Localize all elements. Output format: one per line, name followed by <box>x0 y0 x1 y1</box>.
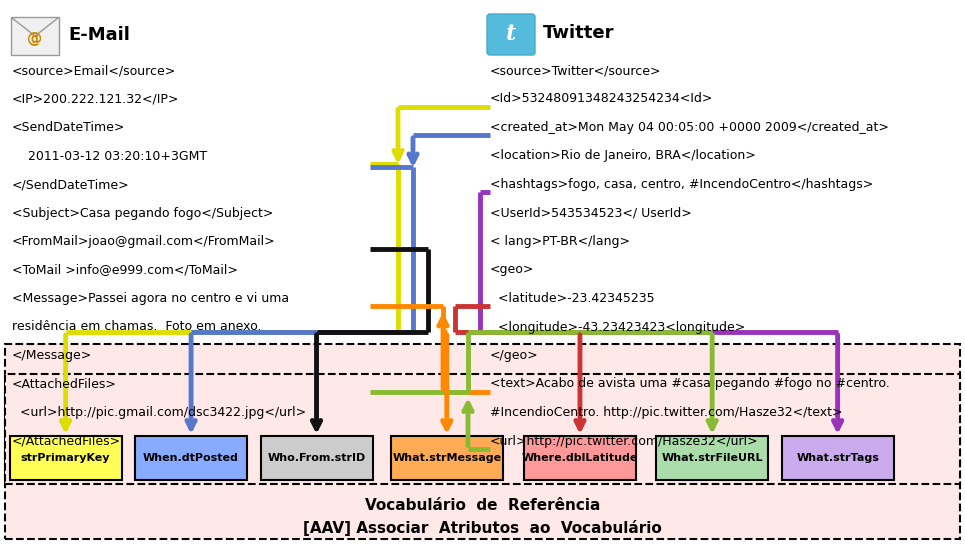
Text: </Message>: </Message> <box>12 349 93 362</box>
Text: What.strFileURL: What.strFileURL <box>661 453 763 463</box>
FancyBboxPatch shape <box>11 17 59 55</box>
Text: <ToMail >info@e999.com</ToMail>: <ToMail >info@e999.com</ToMail> <box>12 263 238 276</box>
FancyBboxPatch shape <box>135 436 247 480</box>
Text: What.strMessage: What.strMessage <box>392 453 502 463</box>
FancyBboxPatch shape <box>5 344 960 539</box>
Text: @: @ <box>27 30 42 46</box>
Text: Vocabulário  de  Referência: Vocabulário de Referência <box>365 498 600 514</box>
Text: Who.From.strID: Who.From.strID <box>267 453 366 463</box>
FancyBboxPatch shape <box>487 14 535 55</box>
Text: <AttachedFiles>: <AttachedFiles> <box>12 378 117 391</box>
FancyBboxPatch shape <box>5 374 960 484</box>
Text: <FromMail>joao@gmail.com</FromMail>: <FromMail>joao@gmail.com</FromMail> <box>12 235 276 248</box>
Text: </SendDateTime>: </SendDateTime> <box>12 178 129 191</box>
Text: <Message>Passei agora no centro e vi uma: <Message>Passei agora no centro e vi uma <box>12 292 289 305</box>
FancyBboxPatch shape <box>524 436 636 480</box>
Text: What.strTags: What.strTags <box>796 453 879 463</box>
Text: [AAV] Associar  Atributos  ao  Vocabulário: [AAV] Associar Atributos ao Vocabulário <box>303 520 662 536</box>
Text: 2011-03-12 03:20:10+3GMT: 2011-03-12 03:20:10+3GMT <box>12 150 207 163</box>
Text: E-Mail: E-Mail <box>68 26 130 44</box>
Text: Twitter: Twitter <box>543 24 615 42</box>
Text: <latitude>-23.42345235: <latitude>-23.42345235 <box>490 292 654 305</box>
Text: t: t <box>506 23 516 46</box>
Text: <location>Rio de Janeiro, BRA</location>: <location>Rio de Janeiro, BRA</location> <box>490 150 756 163</box>
FancyBboxPatch shape <box>782 436 894 480</box>
Text: residência em chamas.  Foto em anexo.: residência em chamas. Foto em anexo. <box>12 320 262 333</box>
FancyBboxPatch shape <box>10 436 122 480</box>
Text: Where.dblLatitude: Where.dblLatitude <box>522 453 638 463</box>
Text: <source>Twitter</source>: <source>Twitter</source> <box>490 64 661 77</box>
Text: <text>Acabo de avista uma #casa pegando #fogo no #centro.: <text>Acabo de avista uma #casa pegando … <box>490 378 890 391</box>
Text: <Id>53248091348243254234<Id>: <Id>53248091348243254234<Id> <box>490 92 713 106</box>
Text: < lang>PT-BR</lang>: < lang>PT-BR</lang> <box>490 235 630 248</box>
Text: </geo>: </geo> <box>490 349 538 362</box>
Text: <url>http://pic.gmail.com/dsc3422.jpg</url>: <url>http://pic.gmail.com/dsc3422.jpg</u… <box>12 406 306 419</box>
FancyBboxPatch shape <box>261 436 372 480</box>
Text: strPrimaryKey: strPrimaryKey <box>21 453 110 463</box>
Text: <created_at>Mon May 04 00:05:00 +0000 2009</created_at>: <created_at>Mon May 04 00:05:00 +0000 20… <box>490 121 889 134</box>
Text: <url>http://pic.twitter.com/Hasze32</url>: <url>http://pic.twitter.com/Hasze32</url… <box>490 435 758 448</box>
Text: #IncendioCentro. http://pic.twitter.com/Hasze32</text>: #IncendioCentro. http://pic.twitter.com/… <box>490 406 842 419</box>
Text: <Subject>Casa pegando fogo</Subject>: <Subject>Casa pegando fogo</Subject> <box>12 207 273 219</box>
Text: <UserId>543534523</ UserId>: <UserId>543534523</ UserId> <box>490 207 692 219</box>
Text: <IP>200.222.121.32</IP>: <IP>200.222.121.32</IP> <box>12 92 179 106</box>
Text: <hashtags>fogo, casa, centro, #IncendoCentro</hashtags>: <hashtags>fogo, casa, centro, #IncendoCe… <box>490 178 873 191</box>
Text: When.dtPosted: When.dtPosted <box>143 453 239 463</box>
Text: <SendDateTime>: <SendDateTime> <box>12 121 125 134</box>
Text: <source>Email</source>: <source>Email</source> <box>12 64 177 77</box>
FancyBboxPatch shape <box>391 436 503 480</box>
Text: <geo>: <geo> <box>490 263 535 276</box>
FancyBboxPatch shape <box>656 436 768 480</box>
Text: </AttachedFiles>: </AttachedFiles> <box>12 435 122 448</box>
Text: <longitude>-43.23423423<longitude>: <longitude>-43.23423423<longitude> <box>490 320 745 333</box>
